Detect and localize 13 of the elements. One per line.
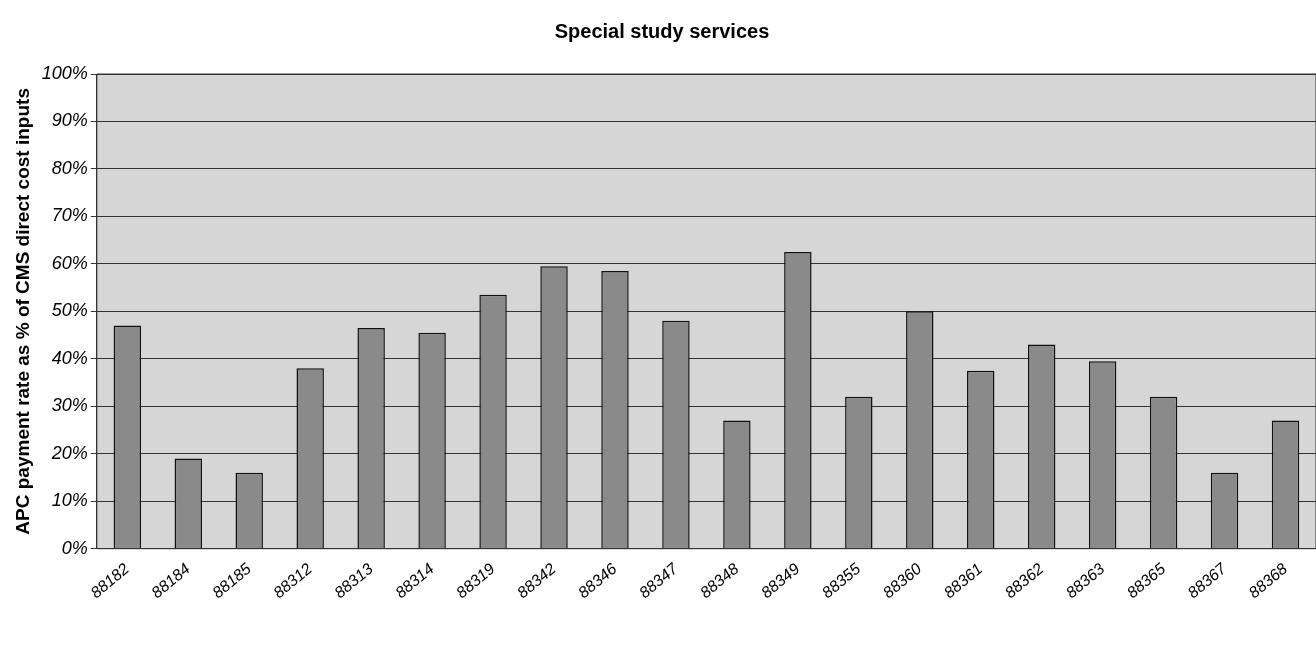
y-tick-label: 0% bbox=[61, 537, 88, 558]
y-tick-label: 40% bbox=[51, 347, 88, 368]
y-tick-label: 80% bbox=[51, 157, 88, 178]
y-axis-title: APC payment rate as % of CMS direct cost inputs bbox=[11, 88, 33, 535]
chart-title: Special study services bbox=[554, 19, 770, 42]
y-tick-label: 10% bbox=[51, 490, 88, 511]
y-tick-label: 70% bbox=[51, 205, 88, 226]
y-tick-label: 100% bbox=[41, 63, 88, 83]
y-tick-label: 60% bbox=[51, 252, 88, 273]
y-tick-label: 20% bbox=[50, 442, 88, 463]
y-tick-label: 50% bbox=[51, 300, 88, 321]
y-tick-label: 90% bbox=[51, 110, 88, 131]
y-tick-label: 30% bbox=[51, 395, 88, 416]
